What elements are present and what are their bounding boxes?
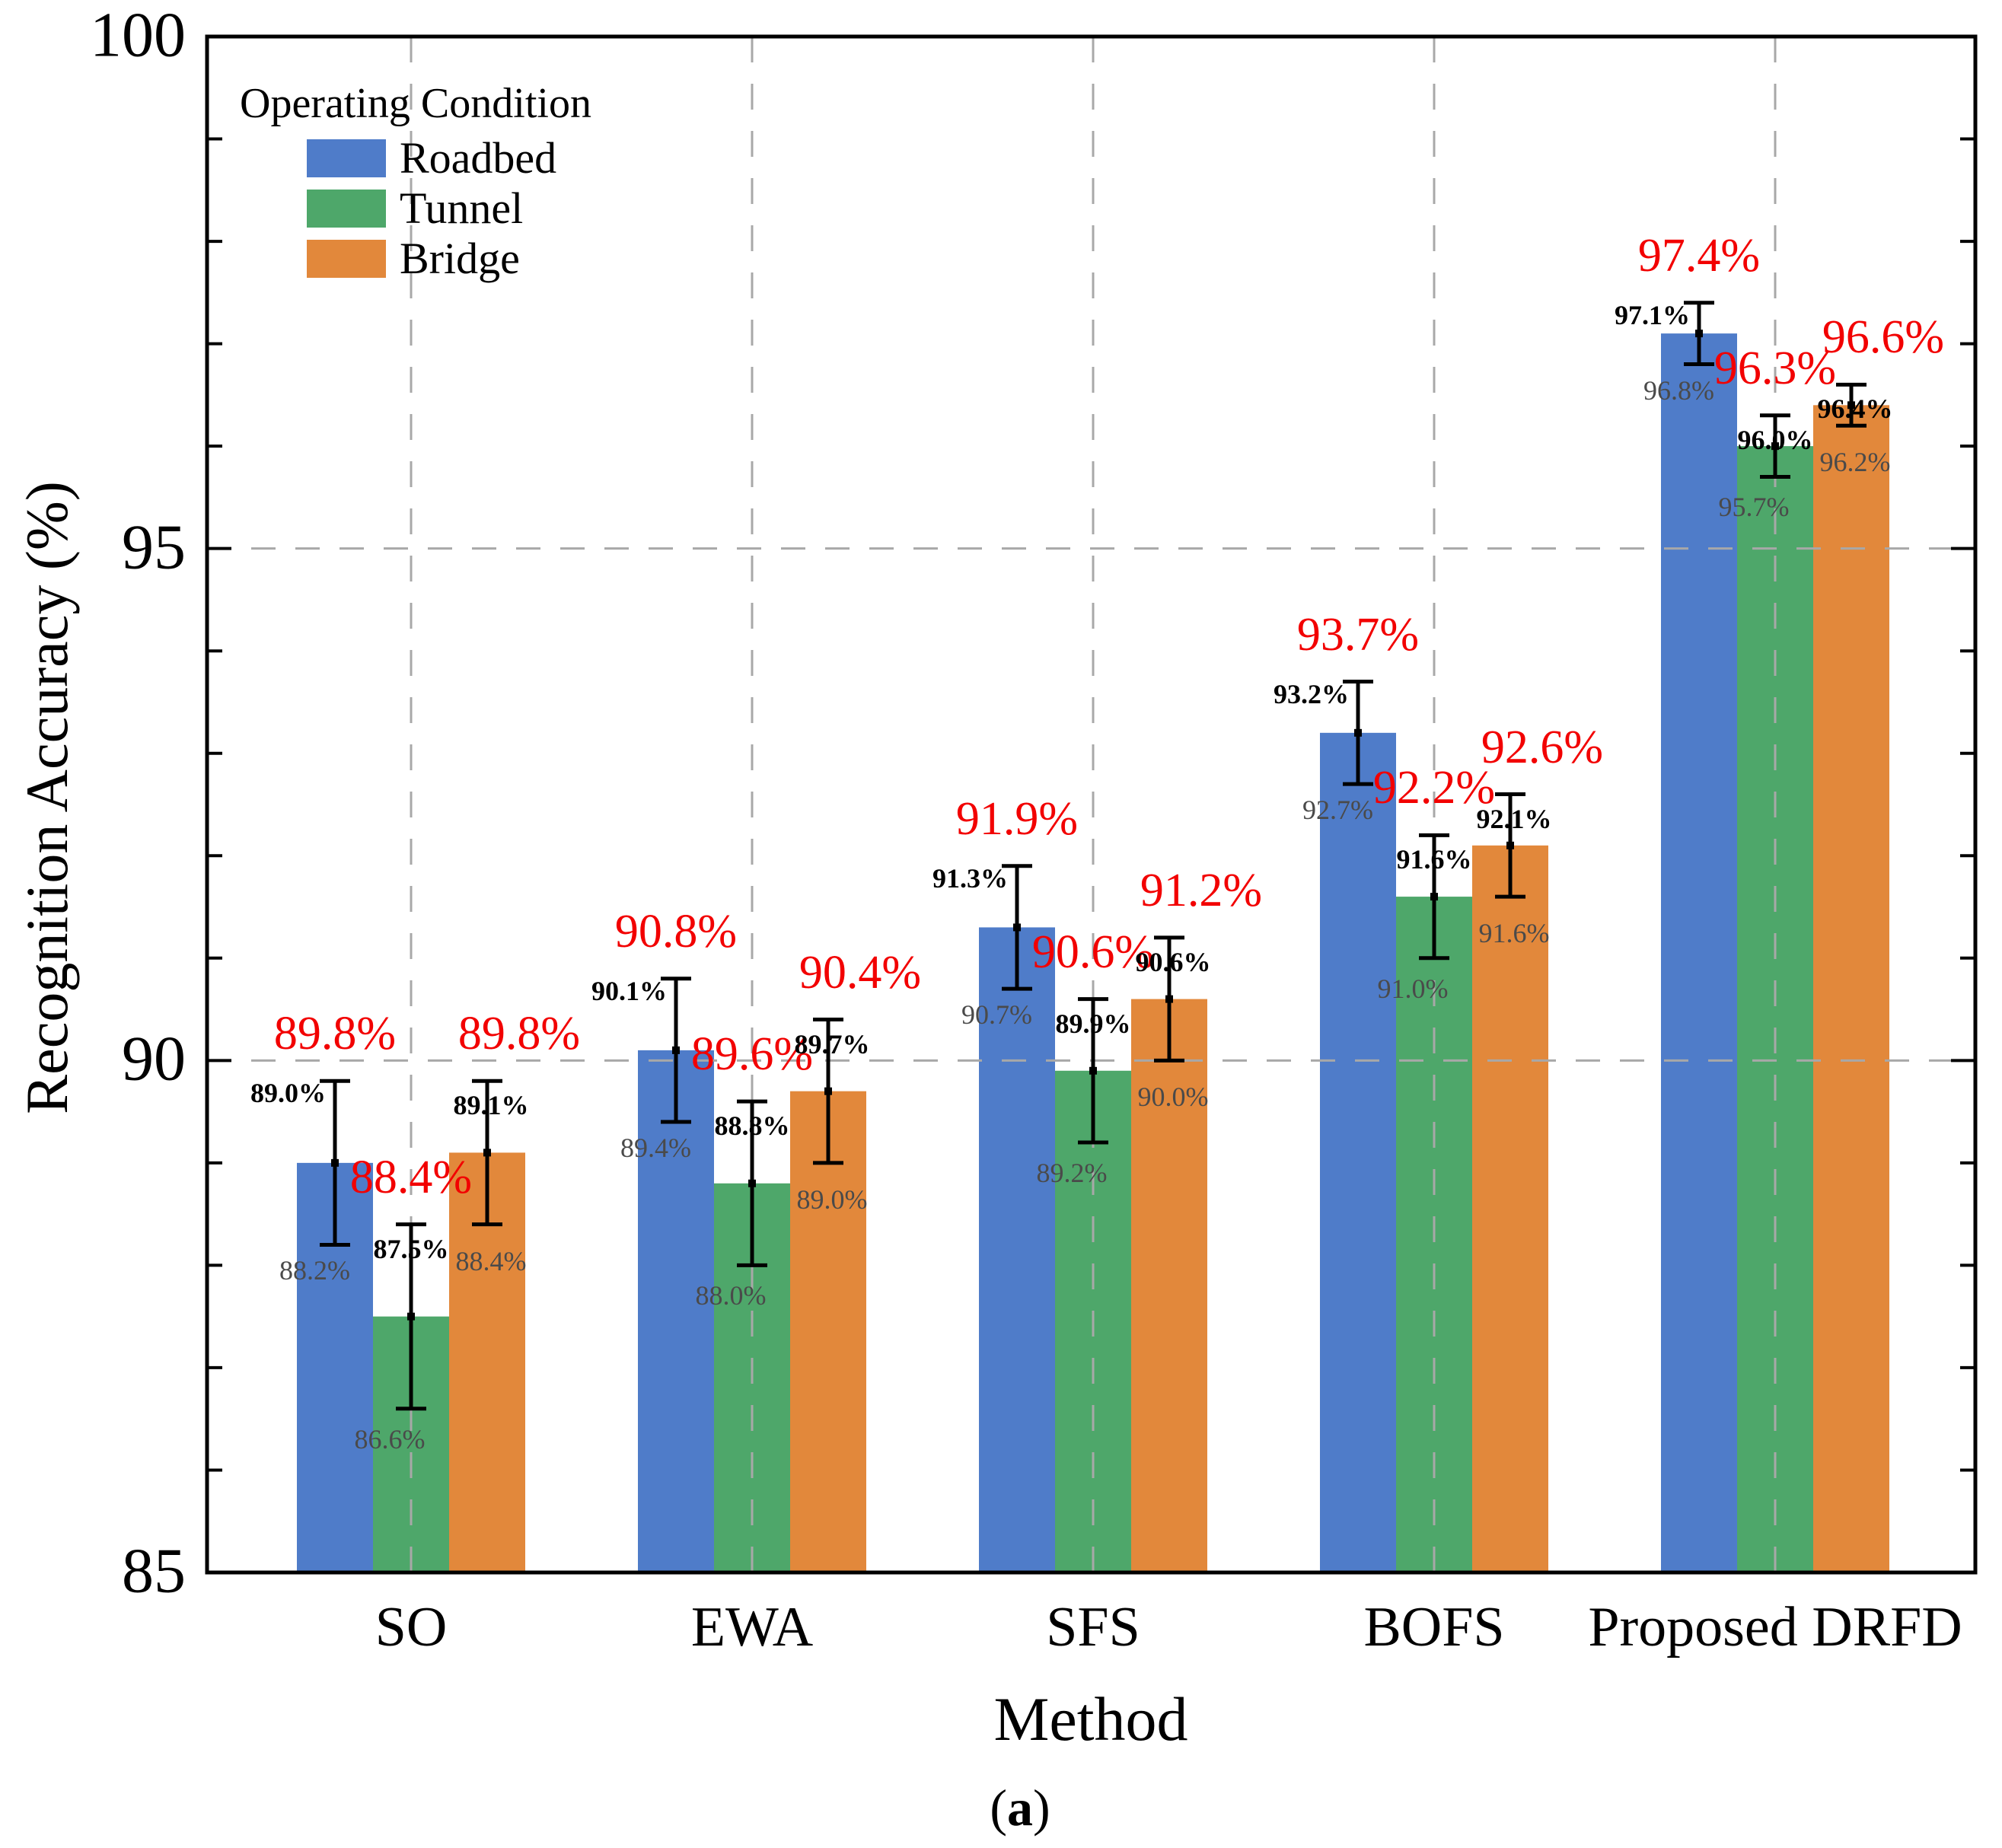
label-mean-roadbed-sfs: 91.3% bbox=[932, 862, 1008, 894]
bar-tunnel-proposed-drfd bbox=[1737, 446, 1813, 1573]
mean-marker-tunnel-so bbox=[407, 1312, 415, 1321]
label-mean-tunnel-ewa: 88.8% bbox=[714, 1110, 790, 1142]
bar-roadbed-bofs bbox=[1320, 732, 1396, 1572]
x-axis-title: Method bbox=[993, 1684, 1188, 1754]
label-min-tunnel-so: 86.6% bbox=[354, 1423, 426, 1455]
bar-bridge-proposed-drfd bbox=[1813, 405, 1889, 1572]
y-tick-label-90: 90 bbox=[122, 1023, 186, 1094]
x-category-label-so: SO bbox=[375, 1596, 448, 1658]
mean-marker-tunnel-bofs bbox=[1430, 893, 1438, 901]
label-mean-tunnel-so: 87.5% bbox=[373, 1233, 449, 1264]
label-max-roadbed-so: 89.8% bbox=[273, 1008, 397, 1060]
mean-marker-tunnel-sfs bbox=[1089, 1066, 1097, 1075]
mean-marker-roadbed-proposed-drfd bbox=[1695, 330, 1703, 338]
y-tick-label-100: 100 bbox=[90, 0, 186, 71]
legend-swatch-roadbed bbox=[307, 139, 386, 177]
legend-title: Operating Condition bbox=[240, 80, 591, 127]
label-min-bridge-sfs: 90.0% bbox=[1137, 1082, 1209, 1113]
label-mean-bridge-bofs: 92.1% bbox=[1476, 803, 1552, 834]
mean-marker-roadbed-sfs bbox=[1013, 923, 1021, 932]
x-category-label-proposed-drfd: Proposed DRFD bbox=[1588, 1596, 1962, 1658]
label-max-bridge-proposed-drfd: 96.6% bbox=[1822, 311, 1945, 364]
bar-roadbed-ewa bbox=[638, 1050, 714, 1572]
label-min-roadbed-proposed-drfd: 96.8% bbox=[1643, 374, 1714, 406]
label-max-tunnel-so: 88.4% bbox=[349, 1151, 473, 1203]
label-mean-roadbed-bofs: 93.2% bbox=[1274, 678, 1349, 709]
label-max-roadbed-bofs: 93.7% bbox=[1296, 608, 1420, 661]
bar-bridge-bofs bbox=[1472, 845, 1548, 1572]
label-mean-bridge-sfs: 90.6% bbox=[1135, 946, 1211, 977]
label-min-bridge-ewa: 89.0% bbox=[796, 1184, 868, 1215]
label-max-bridge-sfs: 91.2% bbox=[1140, 864, 1263, 916]
label-mean-roadbed-proposed-drfd: 97.1% bbox=[1615, 299, 1690, 330]
label-min-tunnel-ewa: 88.0% bbox=[695, 1280, 767, 1311]
label-max-bridge-ewa: 90.4% bbox=[799, 946, 922, 999]
legend-item-label: Roadbed bbox=[400, 133, 557, 183]
label-min-roadbed-bofs: 92.7% bbox=[1302, 795, 1373, 826]
mean-marker-roadbed-so bbox=[331, 1158, 339, 1167]
figure-caption: (a) bbox=[990, 1779, 1050, 1837]
label-mean-tunnel-sfs: 89.9% bbox=[1055, 1008, 1131, 1039]
legend-item-label: Bridge bbox=[400, 234, 520, 283]
label-min-bridge-so: 88.4% bbox=[455, 1245, 527, 1276]
label-mean-roadbed-so: 89.0% bbox=[250, 1078, 326, 1109]
bar-roadbed-proposed-drfd bbox=[1661, 333, 1737, 1572]
mean-marker-bridge-bofs bbox=[1506, 841, 1514, 849]
y-axis-title: Recognition Accuracy (%) bbox=[14, 481, 80, 1114]
label-mean-bridge-so: 89.1% bbox=[453, 1090, 529, 1121]
label-min-bridge-proposed-drfd: 96.2% bbox=[1819, 447, 1891, 478]
mean-marker-tunnel-proposed-drfd bbox=[1771, 442, 1779, 451]
x-category-label-ewa: EWA bbox=[690, 1596, 814, 1658]
mean-marker-bridge-sfs bbox=[1165, 995, 1173, 1003]
legend-item-bridge: Bridge bbox=[307, 234, 591, 283]
label-mean-tunnel-proposed-drfd: 96.0% bbox=[1737, 424, 1813, 455]
mean-marker-bridge-proposed-drfd bbox=[1847, 401, 1855, 409]
legend-item-label: Tunnel bbox=[400, 183, 524, 233]
label-min-tunnel-sfs: 89.2% bbox=[1036, 1157, 1108, 1188]
mean-marker-roadbed-ewa bbox=[672, 1046, 680, 1054]
label-max-tunnel-bofs: 92.2% bbox=[1372, 762, 1496, 814]
bar-roadbed-sfs bbox=[979, 927, 1055, 1572]
label-max-bridge-so: 89.8% bbox=[457, 1008, 581, 1060]
legend-swatch-tunnel bbox=[307, 190, 386, 228]
x-category-label-bofs: BOFS bbox=[1363, 1596, 1505, 1658]
label-max-bridge-bofs: 92.6% bbox=[1481, 721, 1604, 773]
legend-item-roadbed: Roadbed bbox=[307, 133, 591, 183]
label-max-roadbed-sfs: 91.9% bbox=[955, 792, 1079, 845]
label-mean-bridge-ewa: 89.7% bbox=[794, 1028, 870, 1059]
label-mean-roadbed-ewa: 90.1% bbox=[591, 975, 667, 1006]
label-min-roadbed-sfs: 90.7% bbox=[961, 999, 1032, 1031]
mean-marker-bridge-ewa bbox=[824, 1087, 832, 1095]
label-min-tunnel-bofs: 91.0% bbox=[1377, 973, 1449, 1004]
legend-swatch-bridge bbox=[307, 240, 386, 278]
label-min-roadbed-ewa: 89.4% bbox=[620, 1133, 691, 1164]
y-tick-label-95: 95 bbox=[122, 511, 186, 583]
plot-frame bbox=[205, 34, 1978, 1575]
mean-marker-roadbed-bofs bbox=[1354, 728, 1362, 737]
label-max-tunnel-sfs: 90.6% bbox=[1031, 926, 1155, 978]
label-mean-tunnel-bofs: 91.6% bbox=[1396, 844, 1472, 875]
label-max-roadbed-proposed-drfd: 97.4% bbox=[1637, 229, 1761, 282]
bar-bridge-sfs bbox=[1131, 999, 1207, 1572]
legend: Operating Condition Roadbed Tunnel Bridg… bbox=[240, 79, 591, 289]
label-min-roadbed-so: 88.2% bbox=[279, 1255, 350, 1286]
bar-bridge-ewa bbox=[790, 1091, 866, 1572]
x-category-label-sfs: SFS bbox=[1046, 1596, 1140, 1658]
label-max-tunnel-ewa: 89.6% bbox=[690, 1028, 814, 1081]
label-mean-bridge-proposed-drfd: 96.4% bbox=[1817, 393, 1893, 425]
y-tick-label-85: 85 bbox=[122, 1535, 186, 1607]
mean-marker-tunnel-ewa bbox=[748, 1179, 756, 1187]
label-min-bridge-bofs: 91.6% bbox=[1478, 918, 1550, 949]
label-max-roadbed-ewa: 90.8% bbox=[614, 905, 738, 957]
label-min-tunnel-proposed-drfd: 95.7% bbox=[1718, 492, 1790, 523]
mean-marker-bridge-so bbox=[483, 1149, 491, 1157]
label-max-tunnel-proposed-drfd: 96.3% bbox=[1713, 342, 1837, 394]
legend-item-tunnel: Tunnel bbox=[307, 183, 591, 233]
